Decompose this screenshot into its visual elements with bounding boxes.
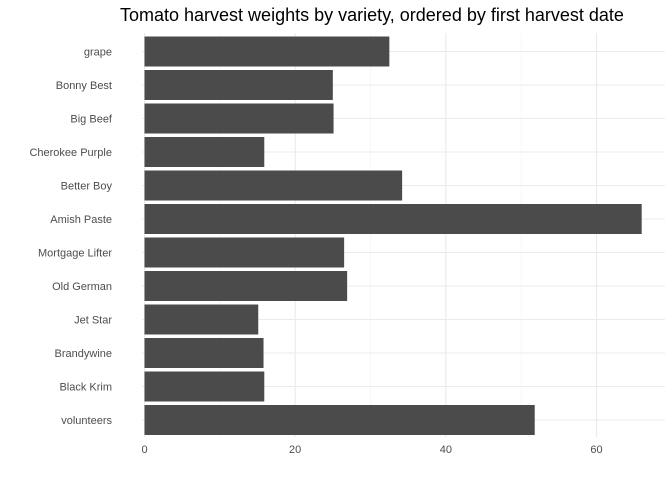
- bar: [144, 405, 535, 435]
- category-label: Big Beef: [70, 114, 113, 126]
- bar: [144, 304, 259, 335]
- category-label: Black Krim: [59, 382, 112, 394]
- category-label: Old German: [52, 281, 112, 293]
- category-label: grape: [84, 47, 112, 59]
- bar: [144, 271, 348, 301]
- x-tick-label: 60: [590, 444, 602, 456]
- chart-title: Tomato harvest weights by variety, order…: [120, 5, 624, 25]
- x-tick-label: 0: [141, 444, 147, 456]
- category-labels: grape Bonny Best Big Beef Cherokee Purple Be…: [29, 47, 112, 428]
- category-label: Bonny Best: [56, 80, 112, 92]
- bar: [144, 338, 264, 368]
- bar: [144, 371, 265, 402]
- category-label: volunteers: [61, 415, 112, 427]
- x-tick-label: 20: [289, 444, 301, 456]
- x-tick-label: 40: [440, 444, 452, 456]
- category-label: Jet Star: [74, 315, 112, 327]
- bar: [144, 103, 334, 134]
- bar: [144, 204, 642, 234]
- bar: [144, 36, 390, 67]
- bar: [144, 137, 265, 167]
- category-label: Cherokee Purple: [29, 147, 112, 159]
- bar: [144, 237, 345, 268]
- bar: [144, 70, 333, 100]
- category-label: Better Boy: [61, 181, 113, 193]
- category-label: Brandywine: [55, 348, 112, 360]
- category-label: Amish Paste: [50, 214, 112, 226]
- x-tick-labels: 0 20 40 60: [141, 444, 602, 456]
- category-label: Mortgage Lifter: [38, 248, 112, 260]
- bar: [144, 170, 403, 201]
- bars: [144, 36, 642, 435]
